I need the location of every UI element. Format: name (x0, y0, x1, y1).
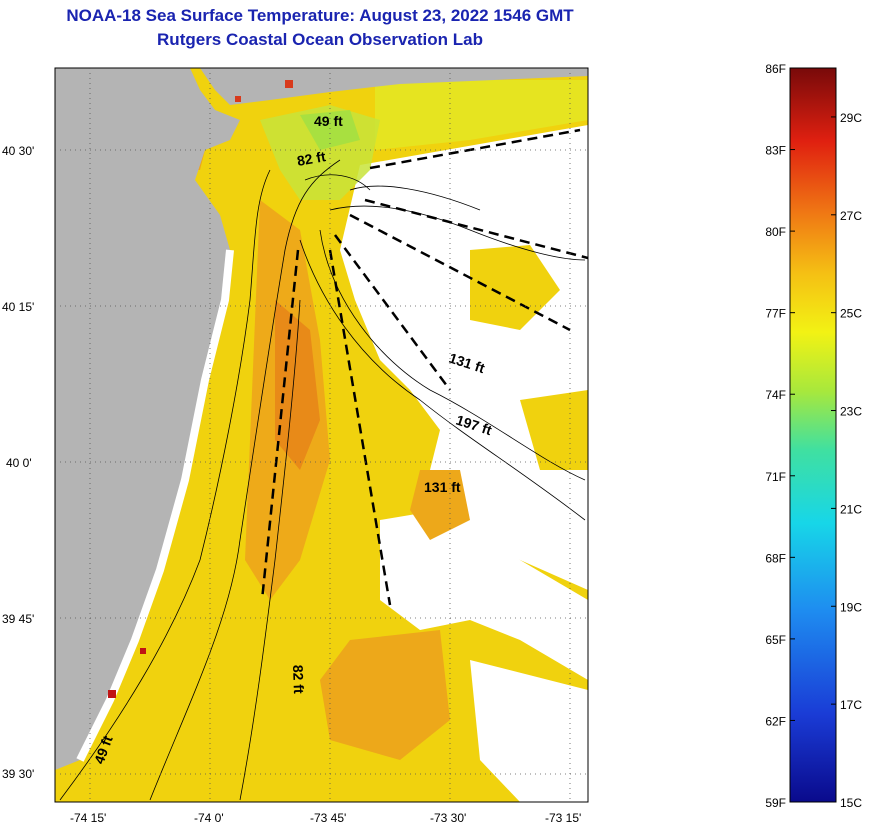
map-subtitle: Rutgers Coastal Ocean Observation Lab (157, 30, 483, 49)
lon-label-73-30: -73 30' (430, 811, 466, 825)
cloud-region-se (470, 660, 588, 802)
colorbar-f-label: 86F (765, 62, 786, 76)
colorbar-ticks-c: 29C 27C 25C 23C 21C 19C 17C 15C (831, 111, 862, 810)
map-frame (54, 67, 589, 803)
colorbar-f-label: 74F (765, 388, 786, 402)
colorbar-c-label: 19C (840, 600, 862, 614)
colorbar (789, 67, 837, 803)
colorbar-f-label: 71F (765, 470, 786, 484)
colorbar-c-label: 17C (840, 698, 862, 712)
map-title: NOAA-18 Sea Surface Temperature: August … (66, 6, 574, 25)
colorbar-f-label: 83F (765, 144, 786, 158)
cloud-region-mid (380, 505, 588, 680)
depth-label-49ft-north: 49 ft (314, 113, 343, 129)
colorbar-f-label: 68F (765, 551, 786, 565)
lon-label-74-15: -74 15' (70, 811, 106, 825)
lon-label-73-45: -73 45' (310, 811, 346, 825)
shipping-lanes (260, 128, 588, 606)
depth-label-131ft-south: 131 ft (424, 479, 461, 495)
colorbar-f-label: 59F (765, 796, 786, 810)
land-new-jersey (55, 68, 240, 770)
colorbar-ticks-f: 86F 83F 80F 77F 74F 71F 68F 65F 62F 59F (765, 62, 795, 810)
depth-label-82ft-north: 82 ft (296, 148, 327, 169)
lon-label-74-0: -74 0' (194, 811, 224, 825)
depth-label-82ft-south: 82 ft (290, 665, 307, 695)
colorbar-f-label: 62F (765, 714, 786, 728)
colorbar-c-label: 27C (840, 209, 862, 223)
colorbar-f-label: 65F (765, 633, 786, 647)
lat-label-40-0: 40 0' (6, 456, 32, 470)
map-field (55, 68, 588, 802)
colorbar-c-label: 21C (840, 502, 862, 516)
lon-label-73-15: -73 15' (545, 811, 581, 825)
colorbar-c-label: 15C (840, 796, 862, 810)
colorbar-c-label: 25C (840, 307, 862, 321)
land-long-island (200, 68, 588, 105)
bathymetry-contours (59, 159, 586, 801)
lat-label-40-30: 40 30' (2, 144, 34, 158)
colorbar-c-label: 23C (840, 405, 862, 419)
lat-label-39-30: 39 30' (2, 767, 34, 781)
colorbar-c-label: 29C (840, 111, 862, 125)
colorbar-f-label: 80F (765, 225, 786, 239)
colorbar-f-label: 77F (765, 307, 786, 321)
lat-label-40-15: 40 15' (2, 300, 34, 314)
lat-label-39-45: 39 45' (2, 612, 34, 626)
